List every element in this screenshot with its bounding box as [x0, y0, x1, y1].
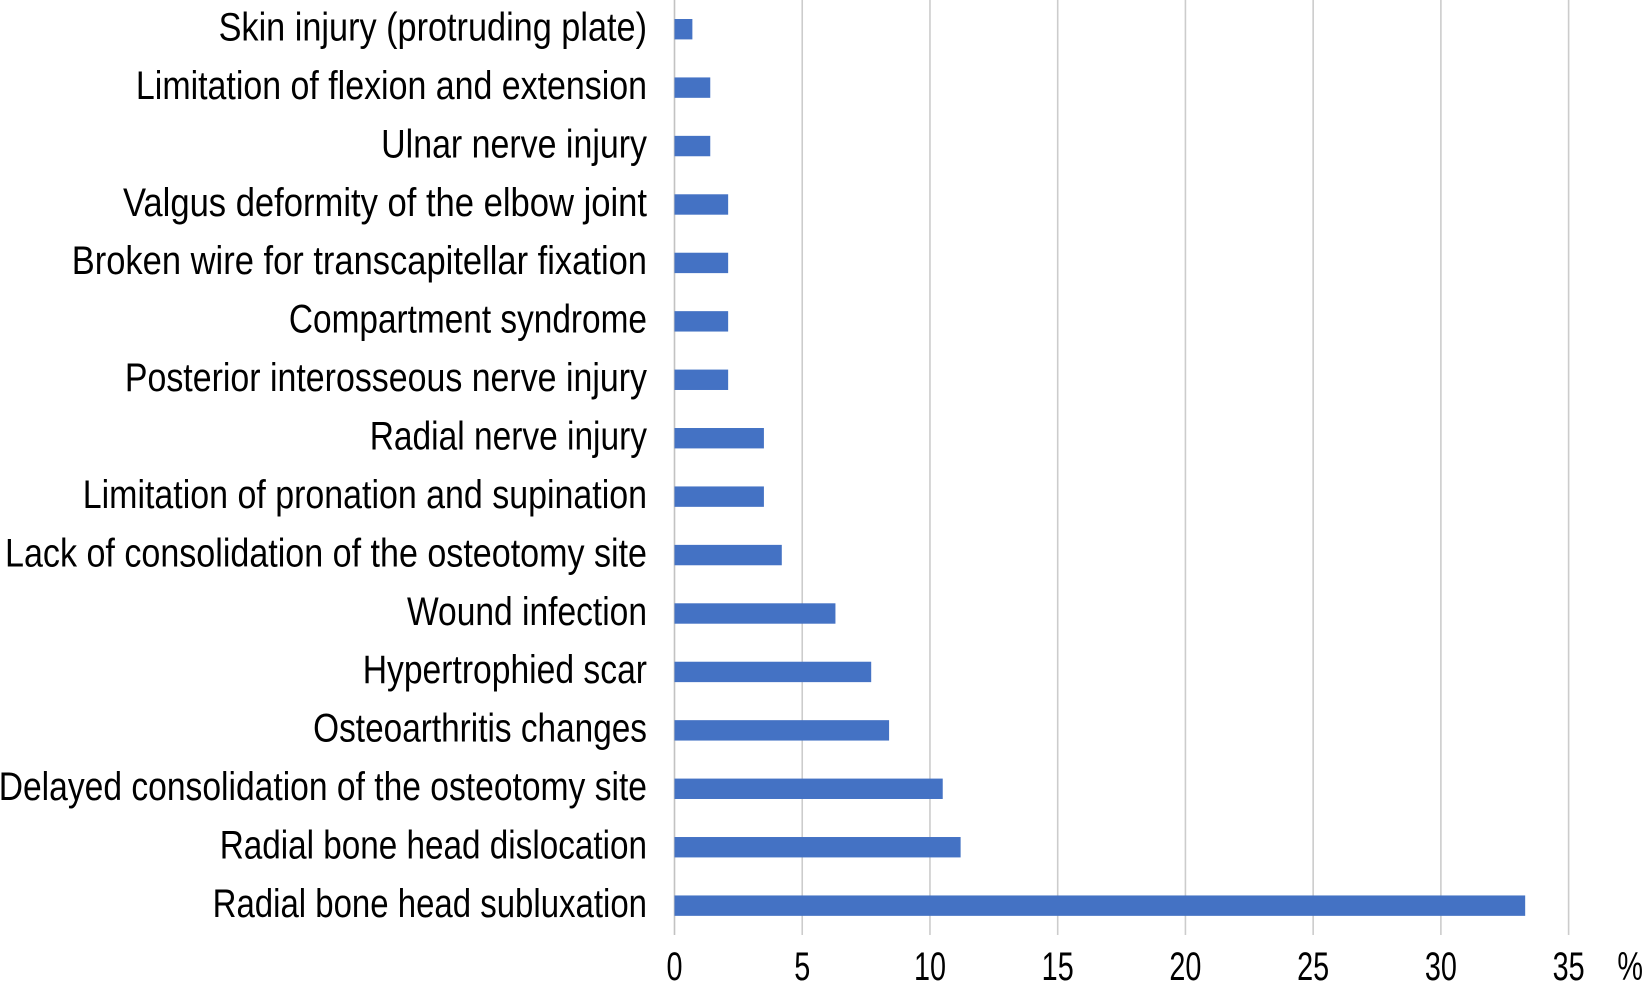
svg-text:Skin injury (protruding plate): Skin injury (protruding plate) — [219, 4, 647, 49]
svg-text:20: 20 — [1169, 944, 1201, 989]
svg-text:Radial nerve injury: Radial nerve injury — [370, 414, 648, 458]
svg-text:0: 0 — [666, 944, 682, 989]
svg-text:35: 35 — [1553, 944, 1585, 989]
svg-text:10: 10 — [914, 944, 946, 989]
svg-text:Osteoarthritis changes: Osteoarthritis changes — [313, 706, 647, 751]
svg-text:Radial bone head subluxation: Radial bone head subluxation — [213, 881, 647, 926]
svg-text:%: % — [1617, 944, 1643, 989]
svg-text:Broken wire for transcapitella: Broken wire for transcapitellar fixation — [72, 238, 647, 283]
svg-text:Valgus deformity of the elbow: Valgus deformity of the elbow joint — [123, 179, 648, 224]
svg-text:Limitation of flexion and exte: Limitation of flexion and extension — [136, 62, 647, 107]
svg-text:Wound infection: Wound infection — [407, 589, 647, 633]
svg-text:Hypertrophied scar: Hypertrophied scar — [363, 648, 647, 692]
svg-text:25: 25 — [1297, 944, 1329, 989]
svg-text:Posterior interosseous nerve i: Posterior interosseous nerve injury — [125, 354, 648, 399]
svg-text:15: 15 — [1042, 944, 1074, 989]
svg-text:5: 5 — [794, 944, 810, 989]
svg-text:Delayed consolidation of the o: Delayed consolidation of the osteotomy s… — [0, 764, 647, 808]
svg-text:30: 30 — [1425, 944, 1457, 989]
svg-text:Ulnar nerve injury: Ulnar nerve injury — [381, 121, 647, 166]
svg-text:Lack of consolidation of the o: Lack of consolidation of the osteotomy s… — [5, 530, 647, 575]
svg-text:Radial bone head dislocation: Radial bone head dislocation — [220, 823, 647, 868]
svg-text:Limitation of pronation and su: Limitation of pronation and supination — [83, 471, 647, 516]
svg-text:Compartment syndrome: Compartment syndrome — [289, 297, 647, 342]
